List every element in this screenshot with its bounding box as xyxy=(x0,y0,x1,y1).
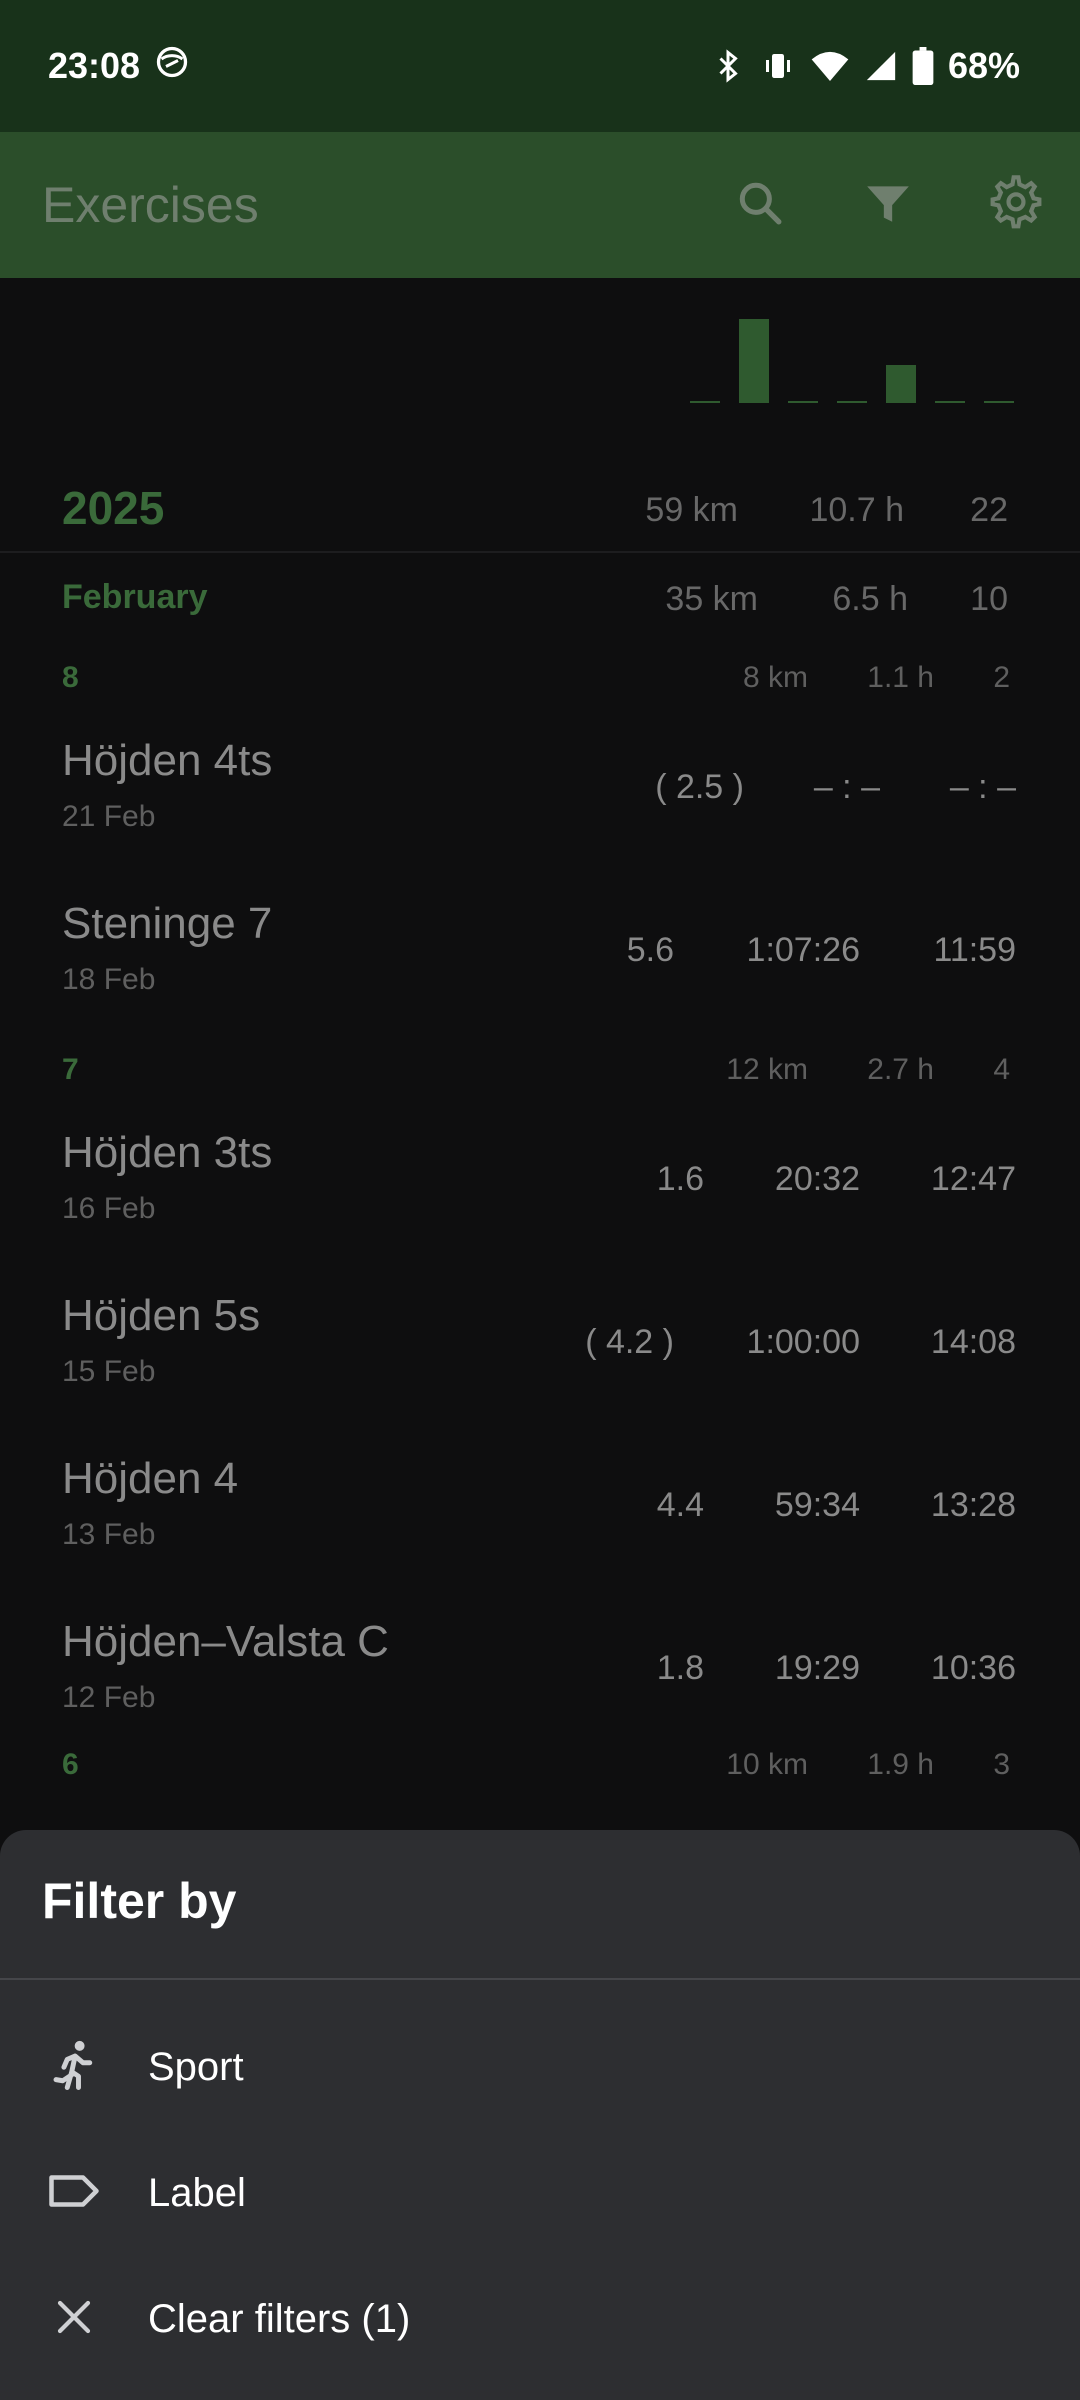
exercise-name: Höjden 4 xyxy=(62,1454,239,1503)
exercise-date: 16 Feb xyxy=(62,1192,156,1225)
settings-icon xyxy=(988,174,1044,236)
exercise-duration: 20:32 xyxy=(774,1160,860,1198)
mini-chart-bar xyxy=(984,401,1014,403)
mini-chart-bar xyxy=(788,401,818,403)
status-bar: 23:08 68% xyxy=(0,0,1080,132)
exercise-distance: 5.6 xyxy=(626,931,674,969)
exercise-date: 12 Feb xyxy=(62,1681,156,1714)
exercise-list[interactable]: 2025 59 km 10.7 h 22 February 35 km 6.5 … xyxy=(0,278,1080,1781)
exercise-name: Höjden 4ts xyxy=(62,736,273,785)
mini-chart-bar xyxy=(690,401,720,403)
exercise-distance: 1.8 xyxy=(656,1649,704,1687)
exercise-distance: 1.6 xyxy=(656,1160,704,1198)
vibrate-icon xyxy=(760,48,796,84)
exercise-pace: 10:36 xyxy=(930,1649,1016,1687)
exercise-date: 21 Feb xyxy=(62,800,156,833)
week-label: 6 xyxy=(62,1748,79,1781)
exercise-duration: 1:07:26 xyxy=(746,931,860,969)
exercise-duration: – : – xyxy=(813,768,880,806)
page-title: Exercises xyxy=(42,177,259,233)
exercise-distance: 4.4 xyxy=(656,1486,704,1524)
sheet-title: Filter by xyxy=(42,1873,237,1929)
year-distance: 59 km xyxy=(645,491,738,529)
exercise-name: Höjden 3ts xyxy=(62,1128,273,1177)
status-time: 23:08 xyxy=(48,45,141,86)
sheet-item-label: Clear filters (1) xyxy=(148,2296,411,2341)
month-distance: 35 km xyxy=(665,580,758,618)
running-person-icon xyxy=(47,2036,101,2099)
exercise-date: 13 Feb xyxy=(62,1518,156,1551)
search-icon xyxy=(735,178,785,233)
week-time: 1.1 h xyxy=(867,661,934,694)
close-icon xyxy=(53,2296,95,2343)
filter-button[interactable] xyxy=(824,132,952,278)
week-time: 1.9 h xyxy=(867,1748,934,1781)
mini-chart-bar xyxy=(935,401,965,403)
week-count: 2 xyxy=(993,661,1010,694)
wifi-icon xyxy=(810,49,850,83)
exercise-pace: 14:08 xyxy=(930,1323,1016,1361)
month-label: February xyxy=(62,578,208,616)
month-time: 6.5 h xyxy=(832,580,908,618)
label-tag-icon xyxy=(47,2171,101,2216)
sheet-item-label: Label xyxy=(148,2170,246,2215)
exercise-pace: 13:28 xyxy=(930,1486,1016,1524)
exercise-duration: 19:29 xyxy=(774,1649,860,1687)
battery-icon xyxy=(912,47,934,85)
bluetooth-icon xyxy=(710,47,746,85)
exercise-date: 15 Feb xyxy=(62,1355,156,1388)
mini-chart-bar xyxy=(739,319,769,403)
filter-by-label-option[interactable]: Label xyxy=(0,2130,1080,2256)
exercise-distance: ( 4.2 ) xyxy=(585,1323,674,1361)
week-count: 4 xyxy=(993,1053,1010,1086)
year-summary-row[interactable]: 2025 59 km 10.7 h 22 xyxy=(0,463,1080,553)
app-bar: Exercises xyxy=(0,132,1080,278)
week-distance: 12 km xyxy=(726,1053,808,1086)
exercise-date: 18 Feb xyxy=(62,963,156,996)
week-time: 2.7 h xyxy=(867,1053,934,1086)
exercise-pace: 12:47 xyxy=(930,1160,1016,1198)
mini-chart-bar xyxy=(886,365,916,403)
battery-percentage: 68% xyxy=(947,45,1020,86)
mini-chart-bar xyxy=(837,401,867,403)
weekly-mini-chart xyxy=(0,278,1080,418)
settings-button[interactable] xyxy=(952,132,1080,278)
filter-by-sport-option[interactable]: Sport xyxy=(0,2004,1080,2130)
exercise-duration: 1:00:00 xyxy=(746,1323,860,1361)
week-distance: 10 km xyxy=(726,1748,808,1781)
filter-icon xyxy=(863,178,913,233)
sheet-item-label: Sport xyxy=(148,2044,244,2089)
face-icon xyxy=(154,44,190,89)
month-count: 10 xyxy=(970,580,1008,618)
search-button[interactable] xyxy=(696,132,824,278)
clear-filters-option[interactable]: Clear filters (1) xyxy=(0,2256,1080,2382)
filter-bottom-sheet: Filter by Sport Label xyxy=(0,1830,1080,2400)
week-distance: 8 km xyxy=(742,661,808,694)
week-label: 8 xyxy=(62,661,79,694)
exercise-distance: ( 2.5 ) xyxy=(655,768,744,806)
exercise-duration: 59:34 xyxy=(774,1486,860,1524)
divider xyxy=(0,1978,1080,1980)
exercise-name: Höjden 5s xyxy=(62,1291,261,1340)
week-count: 3 xyxy=(993,1748,1010,1781)
year-time: 10.7 h xyxy=(809,491,904,529)
exercise-name: Höjden–Valsta C xyxy=(62,1617,389,1666)
exercise-name: Steninge 7 xyxy=(62,899,273,948)
year-label: 2025 xyxy=(62,482,165,534)
signal-icon xyxy=(864,49,898,83)
exercise-pace: – : – xyxy=(949,768,1016,806)
week-label: 7 xyxy=(62,1053,79,1086)
exercise-pace: 11:59 xyxy=(933,931,1016,969)
year-count: 22 xyxy=(970,491,1008,529)
